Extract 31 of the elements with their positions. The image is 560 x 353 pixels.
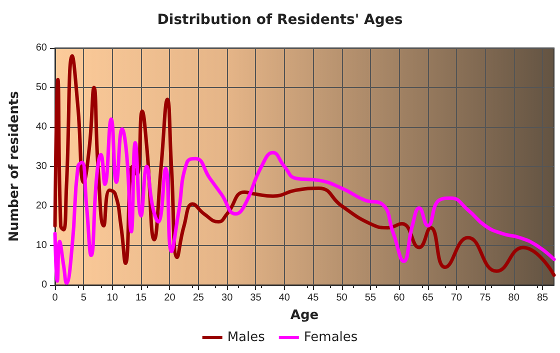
y-tick-label: 30 xyxy=(36,161,48,172)
legend-label: Females xyxy=(304,330,358,345)
x-tick-label: 35 xyxy=(250,292,262,304)
x-tick-label: 85 xyxy=(536,292,549,304)
x-tick-label: 20 xyxy=(164,292,176,304)
x-tick-label: 65 xyxy=(422,292,434,304)
x-tick-label: 55 xyxy=(364,292,376,304)
x-tick-label: 10 xyxy=(106,292,118,304)
x-tick-label: 15 xyxy=(135,292,148,304)
x-tick-label: 70 xyxy=(450,292,462,304)
x-tick-label: 45 xyxy=(308,292,320,304)
y-tick-label: 20 xyxy=(36,200,48,212)
y-tick-label: 50 xyxy=(36,82,48,93)
y-tick-label: 10 xyxy=(36,240,48,251)
line-series xyxy=(53,54,556,277)
y-tick-label: 60 xyxy=(36,42,48,54)
x-tick-label: 30 xyxy=(222,292,234,304)
x-tick-label: 40 xyxy=(278,292,290,304)
x-tick-label: 50 xyxy=(336,292,348,304)
x-axis-title: Age xyxy=(290,308,319,323)
y-axis-title: Number of residents xyxy=(7,90,22,242)
y-tick-label: 40 xyxy=(36,122,48,132)
x-tick-label: 0 xyxy=(52,292,58,304)
chart-title: Distribution of Residents' Ages xyxy=(157,12,403,28)
y-tick-label: 0 xyxy=(41,280,48,290)
x-tick-label: 80 xyxy=(508,292,520,304)
x-tick-label: 25 xyxy=(192,292,204,304)
x-tick-label: 5 xyxy=(80,292,87,304)
x-tick-label: 60 xyxy=(394,292,406,304)
legend-label: Males xyxy=(227,330,266,345)
x-tick-label: 75 xyxy=(480,292,492,304)
